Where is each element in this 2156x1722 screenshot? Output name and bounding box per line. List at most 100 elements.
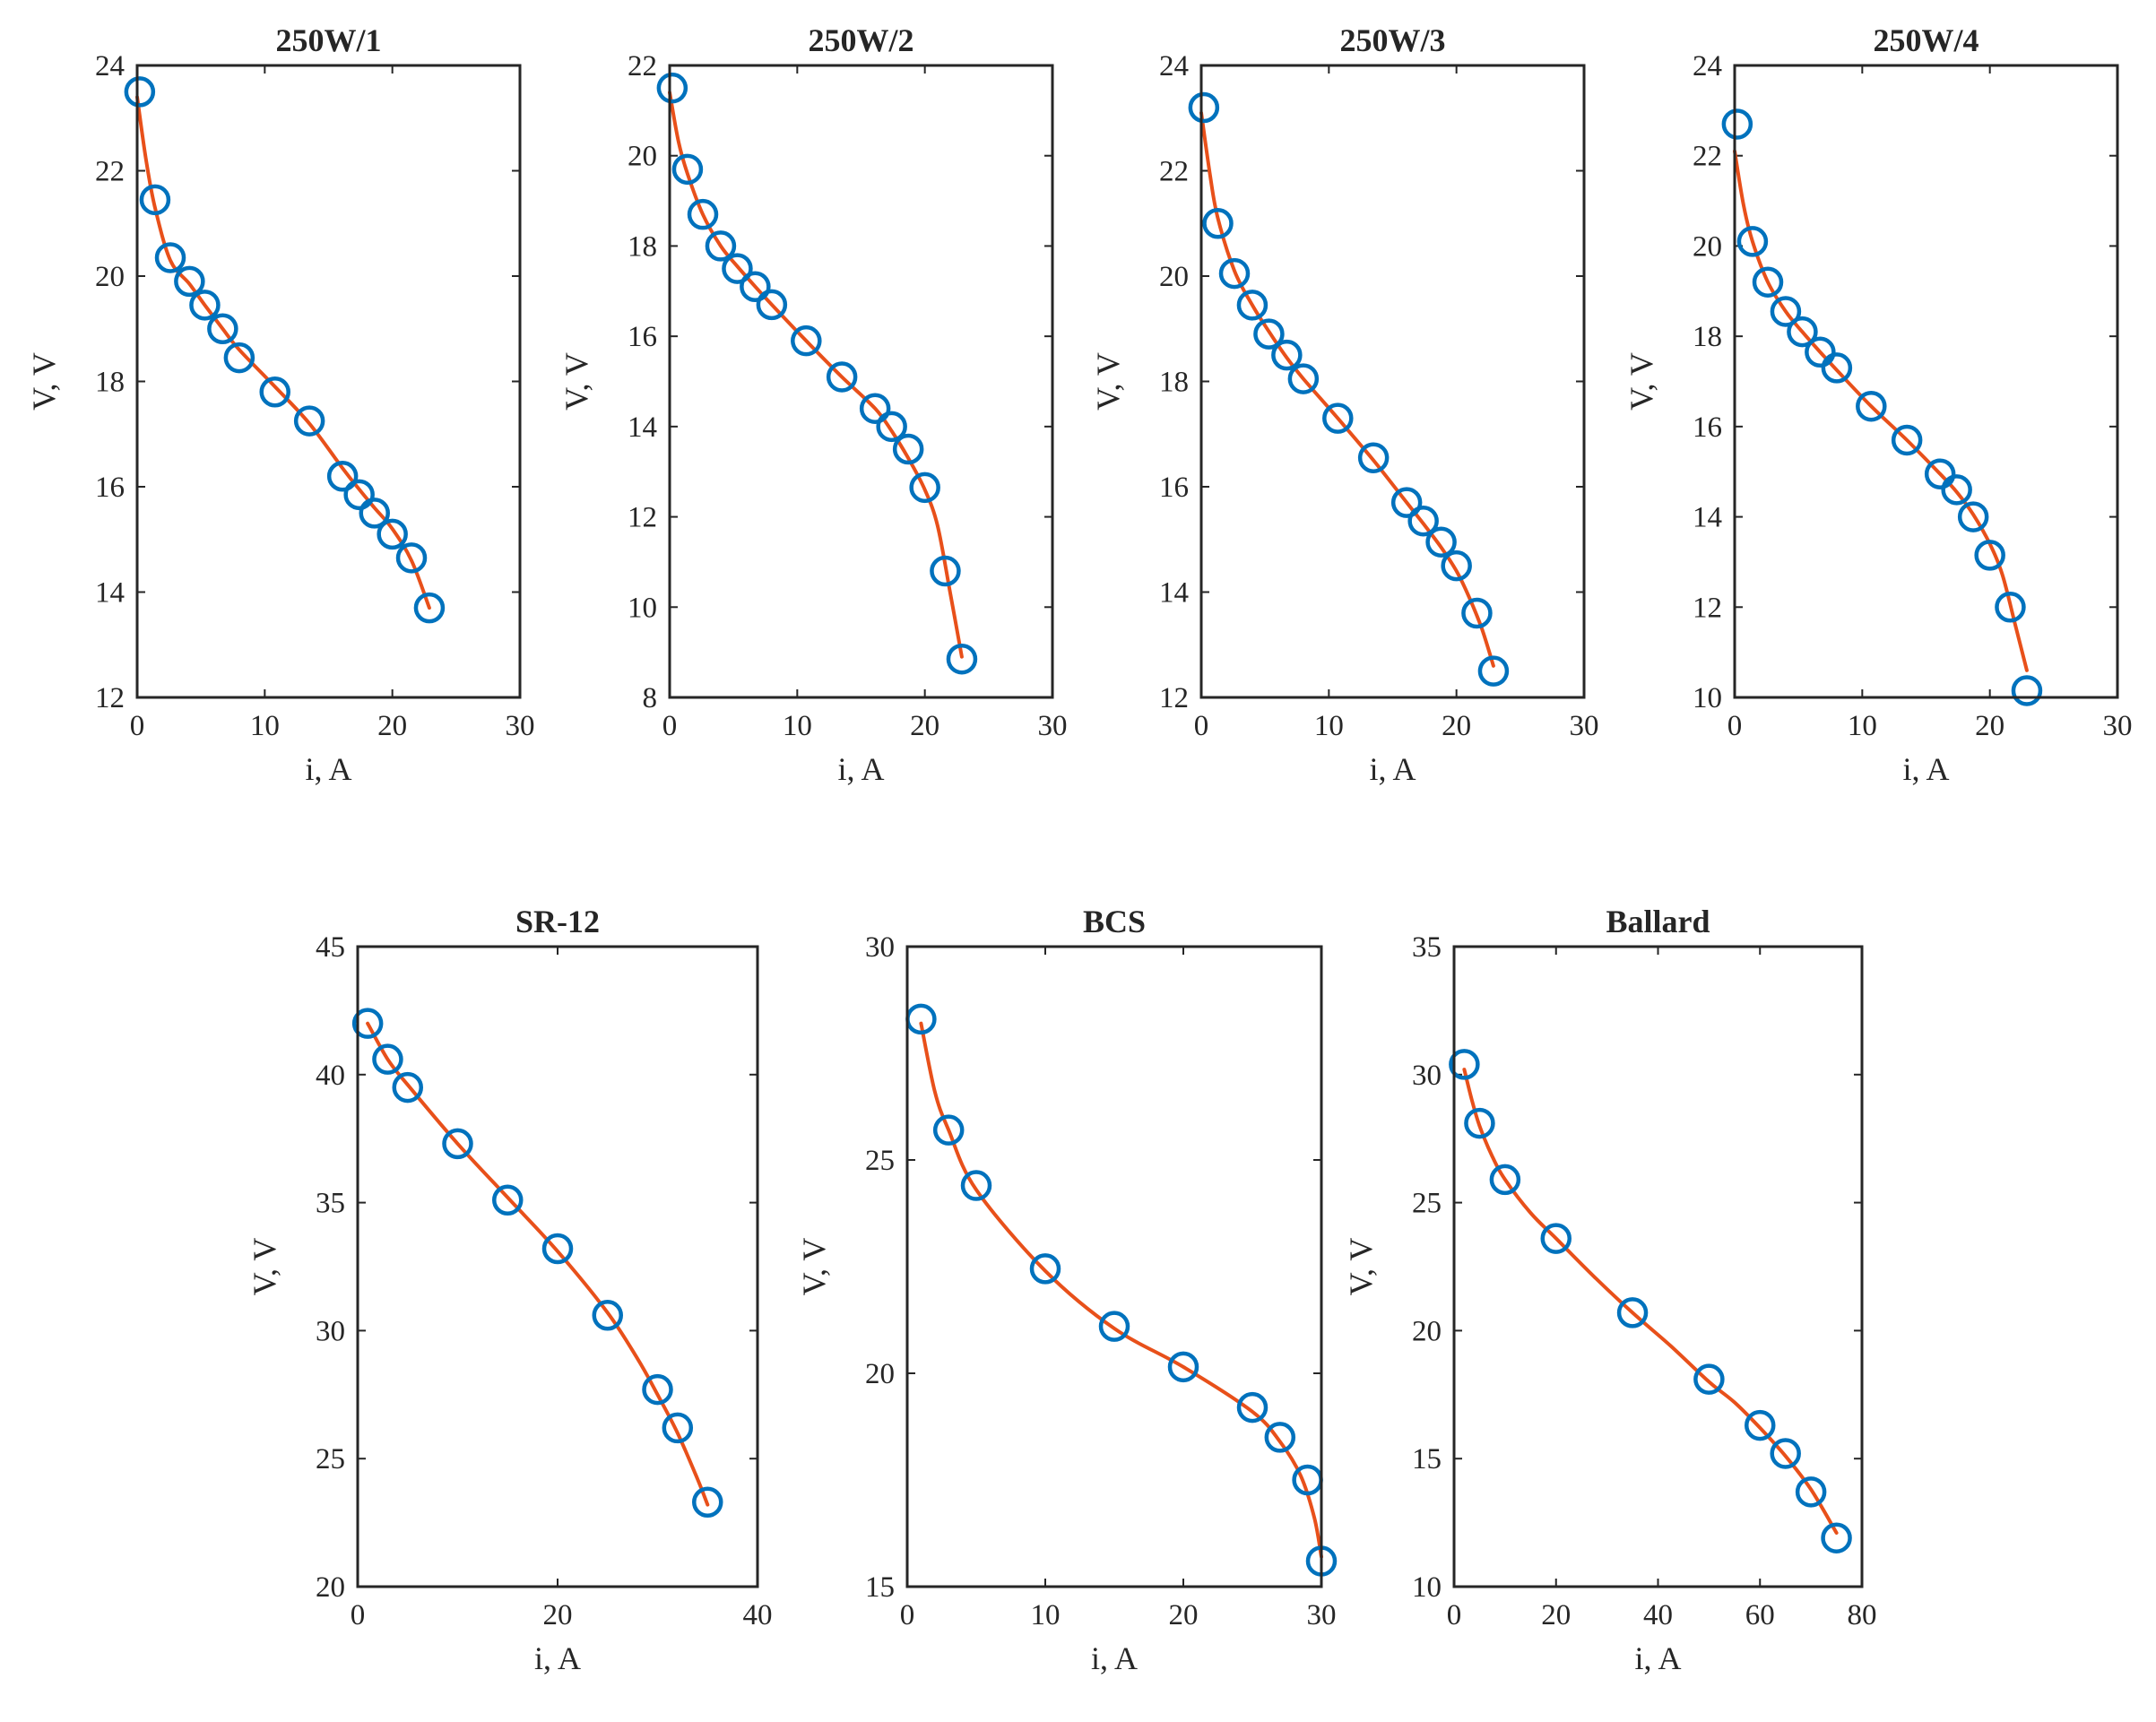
subplot-2: 0 10 20 30 12 14 16 18 20 22 24 250W/3 i, A V, V: [1090, 22, 1599, 787]
y-tick-label: 24: [1159, 50, 1189, 82]
data-point: [1322, 402, 1354, 434]
y-tick-label: 30: [865, 931, 895, 964]
data-point: [1253, 318, 1285, 350]
x-tick-label: 0: [1727, 710, 1743, 742]
data-point: [1202, 208, 1234, 239]
y-tick-label: 12: [628, 502, 657, 534]
model-curve: [919, 1021, 1323, 1559]
x-tick-label: 0: [130, 710, 145, 742]
data-point: [642, 1373, 673, 1406]
x-tick-label: 10: [783, 710, 812, 742]
data-point: [326, 461, 359, 492]
data-point: [909, 472, 940, 504]
y-tick-label: 14: [1693, 502, 1722, 534]
data-point: [1891, 424, 1923, 456]
y-tick-label: 14: [628, 411, 657, 444]
y-tick-label: 20: [628, 141, 657, 173]
plot-area: [1454, 947, 1862, 1587]
y-tick-label: 10: [1412, 1571, 1442, 1604]
data-point: [1787, 316, 1818, 348]
data-point: [1924, 458, 1956, 489]
data-point: [1357, 442, 1390, 473]
y-tick-label: 16: [1159, 472, 1189, 504]
data-point: [1264, 1422, 1296, 1453]
data-point: [1098, 1311, 1130, 1342]
model-curve: [1462, 1068, 1839, 1535]
y-tick-label: 30: [1412, 1060, 1442, 1092]
data-point: [139, 184, 171, 216]
data-point: [687, 198, 719, 230]
axes-frame: [1452, 945, 1864, 1588]
x-tick-label: 40: [1643, 1599, 1673, 1631]
y-tick-label: 18: [1159, 367, 1189, 399]
data-point: [1721, 108, 1753, 140]
y-tick-label: 22: [95, 156, 125, 188]
data-point: [442, 1128, 473, 1160]
x-tick-label: 0: [1194, 710, 1209, 742]
data-point: [351, 1008, 384, 1039]
y-axis-label: V, V: [26, 352, 62, 411]
data-point: [722, 253, 753, 284]
x-tick-label: 30: [506, 710, 535, 742]
data-point: [293, 405, 325, 437]
y-tick-label: 16: [95, 472, 125, 504]
data-point: [1752, 266, 1784, 298]
y-tick-label: 22: [628, 50, 657, 82]
data-point: [392, 1071, 423, 1103]
plot-area: [907, 947, 1321, 1587]
x-axis-label: i, A: [534, 1640, 581, 1676]
data-point: [1461, 597, 1493, 629]
chart-title: 250W/1: [275, 22, 381, 58]
data-point: [1770, 296, 1802, 327]
y-tick-label: 20: [1159, 261, 1189, 293]
data-point: [960, 1170, 992, 1201]
axes-frame: [1733, 64, 2119, 699]
data-point: [932, 1114, 965, 1146]
subplot-6: 0 20 40 60 80 10 15 20 25 30 35 Ballard i, A V, V: [1343, 904, 1877, 1676]
x-tick-label: 60: [1745, 1599, 1775, 1631]
x-tick-label: 30: [1570, 710, 1599, 742]
data-point: [1795, 1476, 1827, 1508]
data-point: [1441, 549, 1472, 582]
model-curve: [135, 95, 431, 610]
x-tick-label: 20: [543, 1599, 573, 1631]
chart-title: 250W/4: [1873, 22, 1978, 58]
x-axis-label: i, A: [1369, 751, 1416, 787]
y-tick-label: 18: [95, 367, 125, 399]
y-tick-label: 18: [1693, 321, 1722, 353]
data-point: [1167, 1351, 1199, 1383]
data-point: [377, 518, 408, 550]
model-curve: [668, 91, 964, 659]
data-point: [1425, 526, 1457, 558]
y-tick-label: 12: [1693, 592, 1722, 624]
x-tick-label: 0: [900, 1599, 915, 1631]
y-tick-label: 25: [865, 1145, 895, 1177]
data-point: [1805, 336, 1836, 368]
y-tick-label: 15: [1412, 1443, 1442, 1475]
data-point: [1616, 1297, 1649, 1328]
y-tick-label: 16: [628, 321, 657, 353]
data-point: [1693, 1363, 1725, 1395]
y-tick-label: 40: [316, 1060, 345, 1092]
y-tick-label: 12: [95, 682, 125, 714]
data-point: [207, 313, 238, 344]
axes-frame: [668, 64, 1054, 699]
data-point: [1236, 290, 1268, 321]
x-tick-label: 20: [910, 710, 939, 742]
data-point: [1995, 592, 2026, 623]
data-point: [705, 230, 737, 262]
data-point: [826, 361, 858, 393]
y-tick-label: 45: [316, 931, 345, 964]
data-point: [395, 542, 428, 574]
data-point: [189, 290, 221, 321]
y-tick-label: 20: [1693, 230, 1722, 263]
y-axis-label: V, V: [558, 352, 594, 411]
data-point: [930, 555, 961, 587]
data-point: [671, 153, 704, 186]
data-point: [1029, 1253, 1061, 1285]
x-tick-label: 10: [1031, 1599, 1061, 1631]
x-axis-label: i, A: [1634, 1640, 1681, 1676]
data-point: [1745, 1409, 1776, 1441]
